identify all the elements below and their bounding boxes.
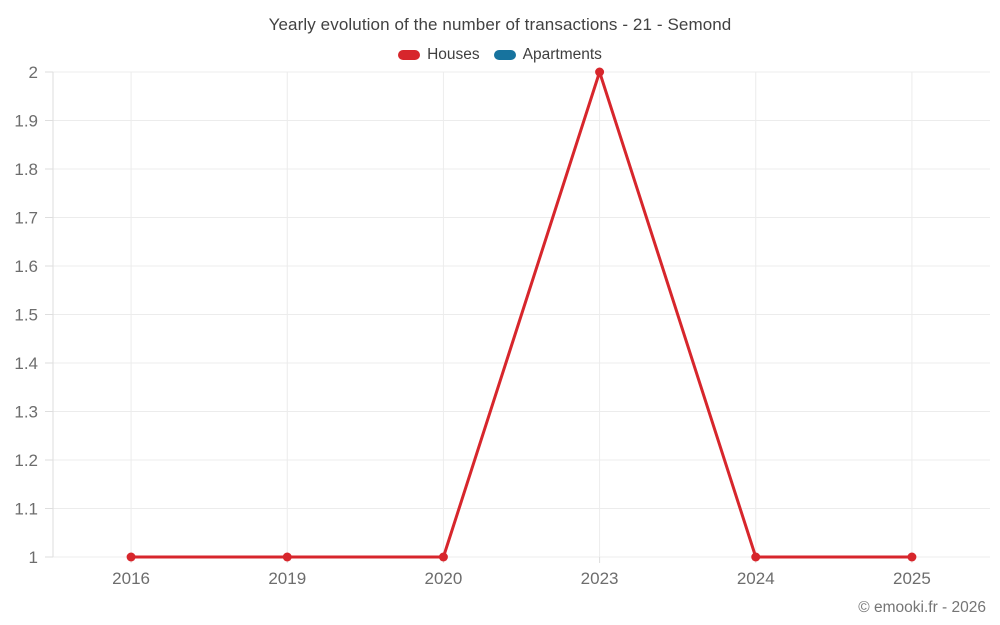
series-line-houses xyxy=(129,70,914,559)
y-tick-label: 1.7 xyxy=(14,209,38,228)
houses-series-swatch-icon xyxy=(398,50,421,60)
y-tick-label: 1.2 xyxy=(14,451,38,470)
chart-title: Yearly evolution of the number of transa… xyxy=(268,15,732,34)
apartments-series-swatch-icon xyxy=(493,50,516,60)
x-tick-label: 2023 xyxy=(581,569,619,588)
y-tick-label: 1.5 xyxy=(14,306,38,325)
data-point-houses-2023[interactable] xyxy=(595,67,605,77)
x-tick-label: 2019 xyxy=(268,569,306,588)
legend-item-houses[interactable]: Houses xyxy=(398,46,480,64)
y-tick-label: 1.8 xyxy=(14,160,38,179)
data-point-houses-2016[interactable] xyxy=(126,552,136,562)
x-tick-label: 2020 xyxy=(425,569,463,588)
x-tick-label: 2025 xyxy=(893,569,931,588)
y-tick-label: 1.3 xyxy=(14,403,38,422)
y-tick-label: 1.4 xyxy=(14,354,38,373)
y-tick-label: 1.1 xyxy=(14,500,38,519)
legend-label-houses: Houses xyxy=(427,46,480,63)
legend-label-apartments: Apartments xyxy=(522,46,602,63)
legend-item-apartments[interactable]: Apartments xyxy=(493,46,602,64)
y-tick-label: 1.6 xyxy=(14,257,38,276)
x-tick-label: 2016 xyxy=(112,569,150,588)
copyright-text: © emooki.fr - 2026 xyxy=(858,599,986,616)
data-point-houses-2020[interactable] xyxy=(438,552,448,562)
x-tick-label: 2024 xyxy=(737,569,775,588)
y-tick-label: 2 xyxy=(29,63,38,82)
data-point-houses-2019[interactable] xyxy=(282,552,292,562)
y-tick-label: 1.9 xyxy=(14,112,38,131)
y-tick-label: 1 xyxy=(29,548,38,567)
data-point-houses-2025[interactable] xyxy=(907,552,917,562)
data-point-houses-2024[interactable] xyxy=(751,552,761,562)
legend: Houses Apartments xyxy=(0,46,1000,64)
